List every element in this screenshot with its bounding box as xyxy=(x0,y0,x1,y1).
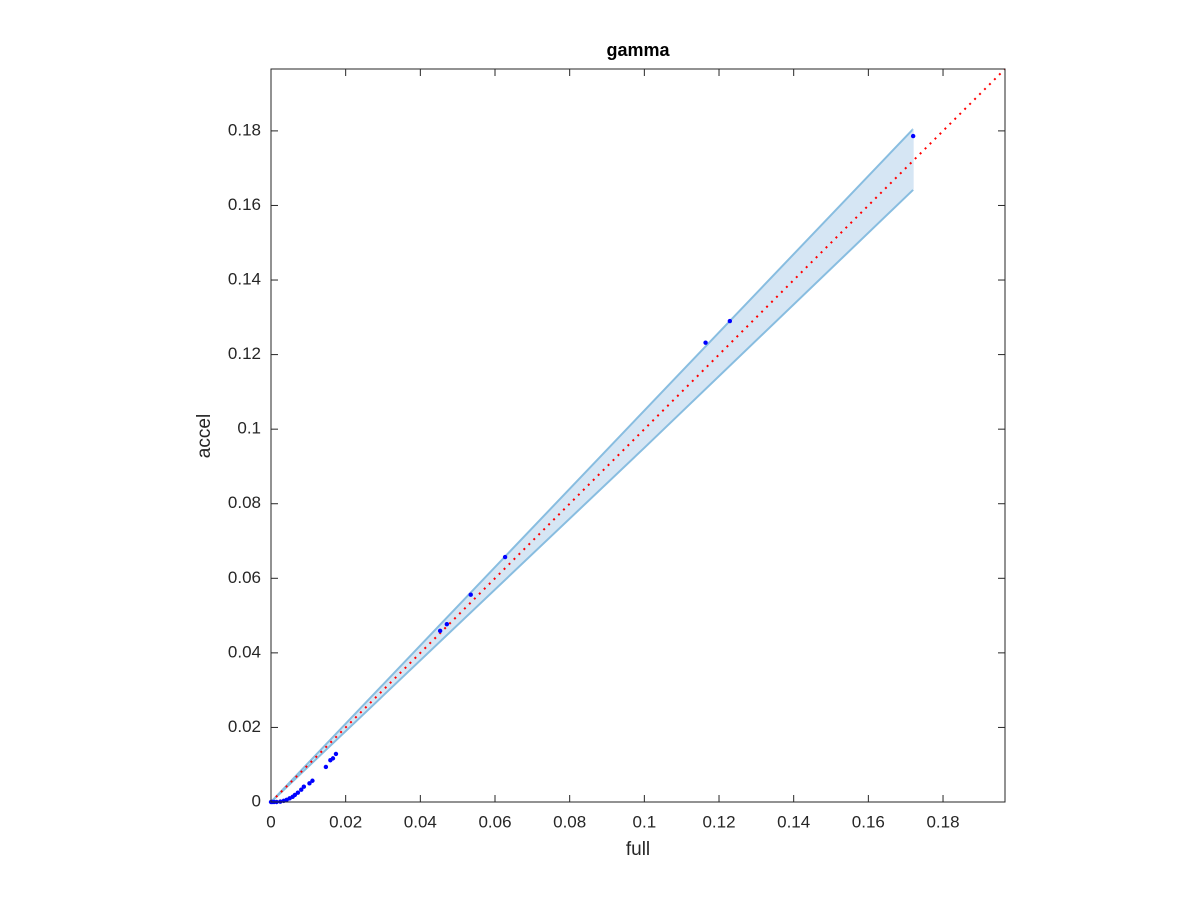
y-tick-label: 0.18 xyxy=(228,120,261,139)
point xyxy=(310,778,315,783)
y-tick-label: 0.04 xyxy=(228,642,261,661)
x-tick-label: 0.04 xyxy=(404,812,437,831)
y-tick-label: 0.1 xyxy=(237,419,261,438)
y-tick-label: 0.14 xyxy=(228,270,261,289)
x-tick-label: 0.14 xyxy=(777,812,810,831)
y-tick-label: 0.12 xyxy=(228,344,261,363)
point xyxy=(328,758,333,763)
point xyxy=(323,764,329,770)
y-axis-label: accel xyxy=(194,414,215,458)
y-tick-label: 0.16 xyxy=(228,195,261,214)
y-tick-label: 0.02 xyxy=(228,717,261,736)
chart-title: gamma xyxy=(606,40,670,60)
point xyxy=(468,592,473,597)
point xyxy=(502,554,508,560)
x-axis-label: full xyxy=(626,839,650,860)
point xyxy=(307,781,312,786)
point xyxy=(703,340,708,345)
x-tick-label: 0.08 xyxy=(553,812,586,831)
y-tick-label: 0.06 xyxy=(228,568,261,587)
band-lower xyxy=(270,189,914,803)
x-tick-label: 0.16 xyxy=(852,812,885,831)
point xyxy=(444,621,450,627)
point xyxy=(301,784,307,789)
point xyxy=(299,787,304,792)
x-tick-label: 0.1 xyxy=(633,812,657,831)
y-tick-label: 0.08 xyxy=(228,493,261,512)
x-tick-label: 0.06 xyxy=(478,812,511,831)
point xyxy=(333,751,339,757)
point xyxy=(437,628,443,634)
point xyxy=(727,318,733,324)
axes-box xyxy=(270,68,1006,803)
x-tick-label: 0.18 xyxy=(926,812,959,831)
reference-line xyxy=(270,68,1006,803)
band-upper xyxy=(270,128,914,803)
y-tick-label: 0 xyxy=(252,791,261,810)
x-tick-label: 0 xyxy=(266,812,275,831)
point xyxy=(910,133,916,139)
point xyxy=(295,790,301,795)
x-tick-label: 0.12 xyxy=(702,812,735,831)
x-tick-label: 0.02 xyxy=(329,812,362,831)
